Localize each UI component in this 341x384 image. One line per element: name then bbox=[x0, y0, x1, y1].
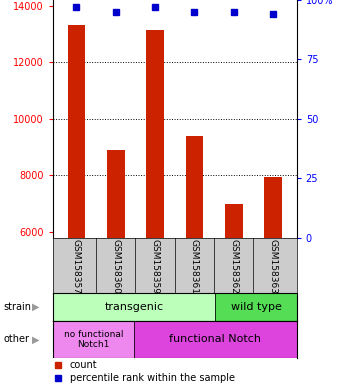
Text: count: count bbox=[70, 360, 98, 370]
Bar bbox=[216, 293, 297, 321]
Text: no functional
Notch1: no functional Notch1 bbox=[64, 330, 123, 349]
Bar bbox=[53, 321, 134, 358]
Text: ▶: ▶ bbox=[32, 334, 40, 344]
Text: GSM158361: GSM158361 bbox=[190, 238, 199, 294]
Bar bbox=[186, 136, 203, 238]
Bar bbox=[107, 150, 124, 238]
Text: wild type: wild type bbox=[231, 302, 281, 312]
Bar bbox=[225, 204, 242, 238]
Text: ▶: ▶ bbox=[32, 302, 40, 312]
Text: percentile rank within the sample: percentile rank within the sample bbox=[70, 372, 235, 382]
Bar bbox=[146, 30, 164, 238]
Text: other: other bbox=[3, 334, 29, 344]
Text: GSM158360: GSM158360 bbox=[111, 238, 120, 294]
Text: GSM158359: GSM158359 bbox=[151, 238, 160, 294]
Text: functional Notch: functional Notch bbox=[169, 334, 262, 344]
Text: strain: strain bbox=[3, 302, 31, 312]
Bar bbox=[68, 25, 85, 238]
Bar bbox=[264, 177, 282, 238]
Bar bbox=[53, 293, 216, 321]
Text: GSM158357: GSM158357 bbox=[72, 238, 81, 294]
Text: GSM158362: GSM158362 bbox=[229, 238, 238, 293]
Bar bbox=[134, 321, 297, 358]
Text: transgenic: transgenic bbox=[105, 302, 164, 312]
Text: GSM158363: GSM158363 bbox=[269, 238, 278, 294]
